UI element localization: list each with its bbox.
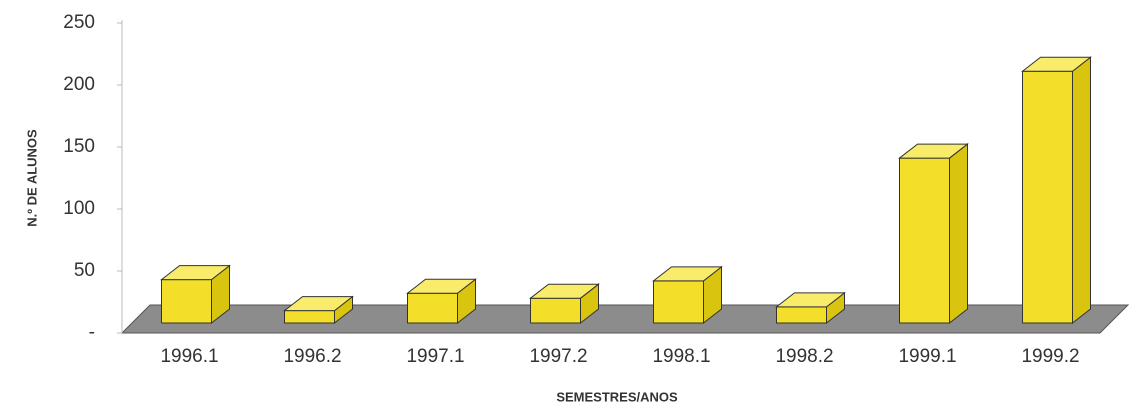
bar: [898, 143, 969, 325]
bar-front: [1022, 70, 1073, 324]
x-tick-label: 1997.1: [406, 346, 464, 367]
x-axis-title: SEMESTRES/ANOS: [556, 389, 678, 404]
x-tick-label: 1997.2: [529, 346, 587, 367]
bar: [1021, 56, 1092, 325]
y-tick-label: 50: [74, 260, 95, 281]
bar-front: [899, 157, 950, 324]
bar-front: [284, 310, 335, 324]
y-tick-label: 100: [63, 198, 95, 219]
bar-top: [283, 296, 354, 312]
y-tick-label: -: [89, 322, 95, 343]
bar-top: [1021, 56, 1092, 72]
y-tick-label: 250: [63, 12, 95, 33]
bar-top: [775, 292, 846, 308]
y-tick-label: 200: [63, 74, 95, 95]
y-tick-label: 150: [63, 136, 95, 157]
bar-front: [161, 279, 212, 324]
bar-front: [776, 306, 827, 324]
bar-top: [406, 278, 477, 294]
bar: [529, 283, 600, 325]
bar-side: [949, 143, 968, 325]
bar-front: [653, 280, 704, 324]
bar-top: [652, 266, 723, 282]
bar-top: [898, 143, 969, 159]
bar: [160, 264, 231, 325]
x-tick-label: 1999.2: [1021, 346, 1079, 367]
x-tick-label: 1998.1: [652, 346, 710, 367]
x-tick-label: 1999.1: [898, 346, 956, 367]
bar-front: [530, 297, 581, 324]
x-tick-label: 1998.2: [775, 346, 833, 367]
bar-side: [1072, 56, 1091, 325]
y-axis-title: N.º DE ALUNOS: [24, 129, 39, 227]
floor: [120, 304, 1130, 334]
bar: [652, 265, 723, 325]
bar-front: [407, 292, 458, 324]
bar: [283, 295, 354, 325]
bar-top: [529, 283, 600, 299]
bar: [406, 278, 477, 325]
bar-top: [160, 265, 231, 281]
x-tick-label: 1996.2: [283, 346, 341, 367]
x-tick-label: 1996.1: [160, 346, 218, 367]
bar: [775, 291, 846, 325]
